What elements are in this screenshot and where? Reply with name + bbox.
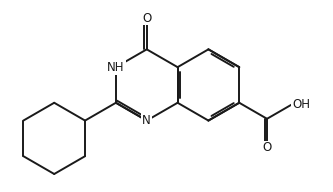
Text: O: O	[142, 12, 152, 25]
Text: OH: OH	[292, 98, 310, 111]
Text: O: O	[262, 142, 272, 155]
Text: N: N	[143, 114, 151, 127]
Text: NH: NH	[107, 61, 125, 74]
